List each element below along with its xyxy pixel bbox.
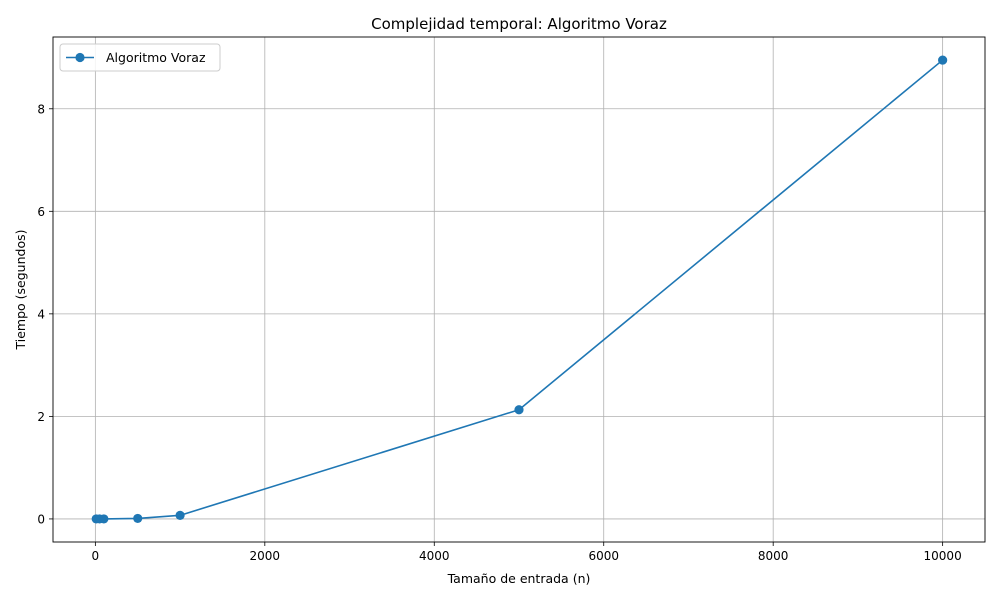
legend: Algoritmo Voraz	[59, 43, 221, 72]
series-layer	[91, 55, 948, 524]
chart-title: Complejidad temporal: Algoritmo Voraz	[371, 15, 667, 33]
y-tick-label: 4	[37, 307, 45, 321]
x-tick-label: 2000	[250, 549, 281, 563]
data-point	[514, 405, 524, 415]
x-axis-ticks: 0 2000 4000 6000 8000 10000	[92, 542, 962, 563]
data-point	[938, 55, 948, 65]
y-tick-label: 0	[37, 512, 45, 526]
x-axis-label: Tamaño de entrada (n)	[447, 571, 591, 586]
data-point	[175, 510, 185, 520]
legend-marker-swatch	[75, 52, 85, 63]
x-tick-label: 10000	[924, 549, 962, 563]
y-tick-label: 2	[37, 410, 45, 424]
grid-lines	[53, 37, 985, 542]
x-tick-label: 8000	[758, 549, 789, 563]
y-tick-label: 6	[37, 205, 45, 219]
legend-box	[59, 43, 221, 72]
data-point	[99, 514, 109, 524]
y-axis-label: Tiempo (segundos)	[13, 230, 28, 351]
plot-frame	[52, 36, 986, 543]
y-axis-ticks: 0 2 4 6 8	[37, 102, 53, 526]
legend-entry-label: Algoritmo Voraz	[106, 50, 206, 65]
x-tick-label: 6000	[588, 549, 619, 563]
x-tick-label: 4000	[419, 549, 450, 563]
y-tick-label: 8	[37, 102, 45, 116]
data-point	[133, 513, 143, 524]
x-tick-label: 0	[92, 549, 100, 563]
